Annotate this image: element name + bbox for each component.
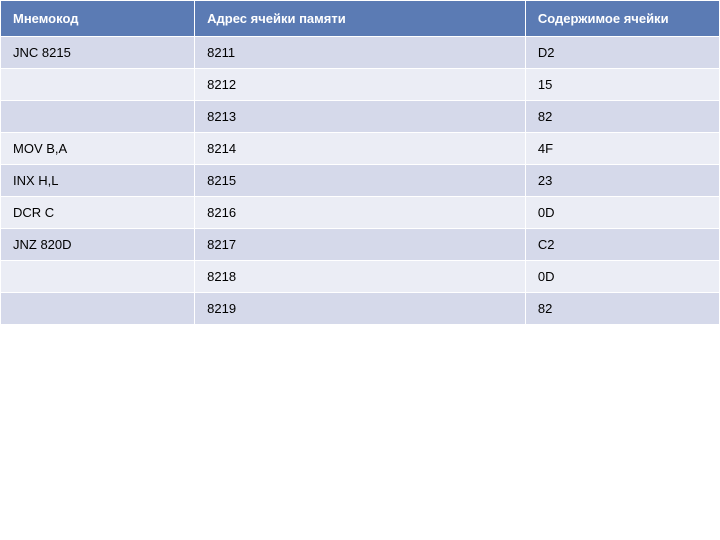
- cell-mnemonic: [1, 293, 195, 325]
- cell-mnemonic: MOV B,A: [1, 133, 195, 165]
- cell-mnemonic: [1, 101, 195, 133]
- cell-address: 8219: [195, 293, 526, 325]
- cell-mnemonic: [1, 261, 195, 293]
- header-address: Адрес ячейки памяти: [195, 1, 526, 37]
- cell-content: 0D: [525, 261, 719, 293]
- table-row: 8213 82: [1, 101, 720, 133]
- table-row: 8218 0D: [1, 261, 720, 293]
- cell-address: 8212: [195, 69, 526, 101]
- cell-mnemonic: JNZ 820D: [1, 229, 195, 261]
- cell-mnemonic: JNC 8215: [1, 37, 195, 69]
- table-row: INX H,L 8215 23: [1, 165, 720, 197]
- cell-address: 8216: [195, 197, 526, 229]
- memory-table: Мнемокод Адрес ячейки памяти Содержимое …: [0, 0, 720, 325]
- cell-content: 15: [525, 69, 719, 101]
- table-body: JNC 8215 8211 D2 8212 15 8213 82 MOV B,A…: [1, 37, 720, 325]
- cell-mnemonic: INX H,L: [1, 165, 195, 197]
- cell-address: 8213: [195, 101, 526, 133]
- table-row: 8212 15: [1, 69, 720, 101]
- cell-content: 23: [525, 165, 719, 197]
- cell-address: 8217: [195, 229, 526, 261]
- cell-address: 8215: [195, 165, 526, 197]
- cell-address: 8211: [195, 37, 526, 69]
- table-row: JNC 8215 8211 D2: [1, 37, 720, 69]
- cell-content: C2: [525, 229, 719, 261]
- cell-content: D2: [525, 37, 719, 69]
- cell-address: 8214: [195, 133, 526, 165]
- memory-table-container: Мнемокод Адрес ячейки памяти Содержимое …: [0, 0, 720, 325]
- cell-content: 0D: [525, 197, 719, 229]
- cell-mnemonic: DCR С: [1, 197, 195, 229]
- cell-content: 4F: [525, 133, 719, 165]
- table-row: MOV B,A 8214 4F: [1, 133, 720, 165]
- table-row: DCR С 8216 0D: [1, 197, 720, 229]
- table-header-row: Мнемокод Адрес ячейки памяти Содержимое …: [1, 1, 720, 37]
- cell-content: 82: [525, 293, 719, 325]
- cell-content: 82: [525, 101, 719, 133]
- table-row: JNZ 820D 8217 C2: [1, 229, 720, 261]
- cell-mnemonic: [1, 69, 195, 101]
- header-content: Содержимое ячейки: [525, 1, 719, 37]
- table-row: 8219 82: [1, 293, 720, 325]
- cell-address: 8218: [195, 261, 526, 293]
- header-mnemonic: Мнемокод: [1, 1, 195, 37]
